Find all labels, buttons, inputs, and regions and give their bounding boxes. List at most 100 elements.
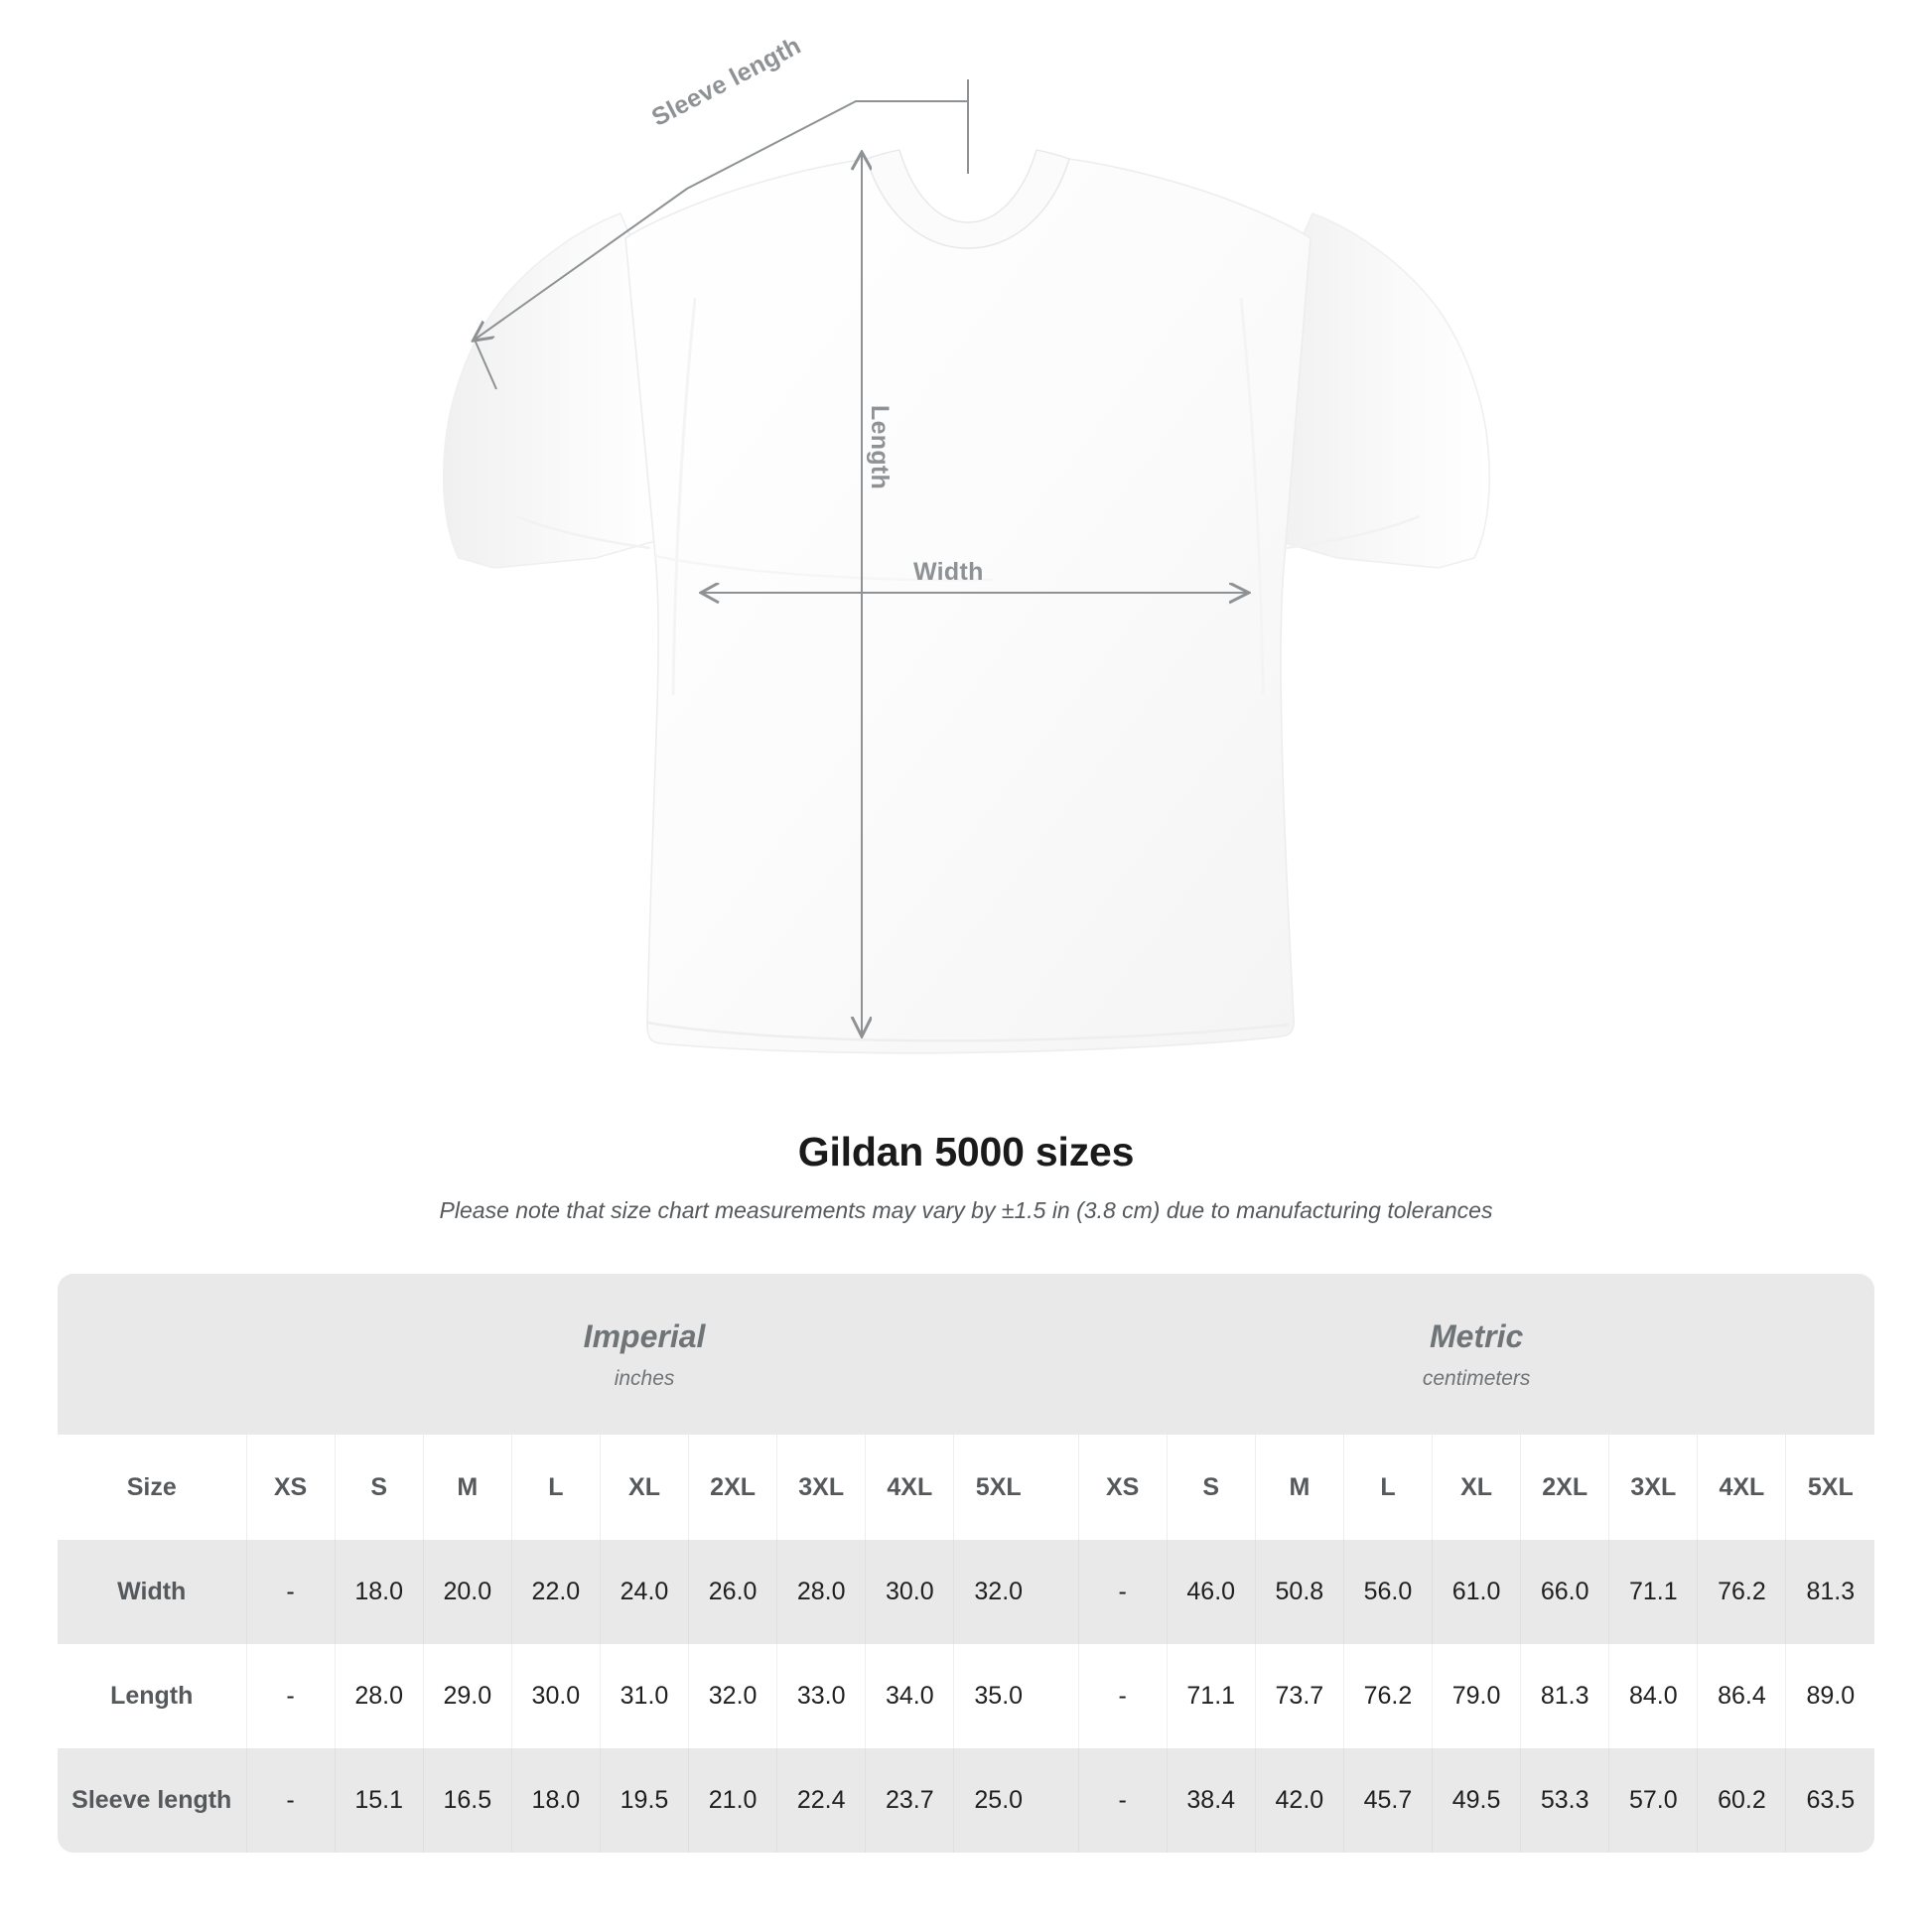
size-header-imperial-xl: XL — [599, 1435, 689, 1540]
heading-block: Gildan 5000 sizes Please note that size … — [0, 1127, 1932, 1226]
cell-imperial-2xl: 26.0 — [688, 1540, 777, 1644]
cell-imperial-xs: - — [245, 1540, 336, 1644]
size-header-row: Size XS S M L XL 2XL 3XL 4XL 5XL XS S M L XL 2XL 3XL 4XL 5… — [58, 1435, 1875, 1540]
row-gap — [1042, 1540, 1079, 1644]
table-row: Sleeve length -15.1 16.5 18.0 19.5 21.0 22.4 23… — [58, 1748, 1875, 1853]
unit-header-spacer — [58, 1274, 246, 1435]
row-label-sleeve-length: Sleeve length — [58, 1748, 246, 1853]
cell-imperial-xs: - — [245, 1748, 336, 1853]
size-header-metric-4xl: 4XL — [1697, 1435, 1786, 1540]
size-header-label: Size — [58, 1435, 246, 1540]
cell-imperial-xl: 31.0 — [599, 1644, 689, 1748]
unit-group-imperial: Imperial inches — [246, 1274, 1043, 1435]
size-header-imperial-3xl: 3XL — [776, 1435, 866, 1540]
cell-metric-3xl: 57.0 — [1608, 1748, 1698, 1853]
cell-metric-2xl: 66.0 — [1520, 1540, 1609, 1644]
cell-imperial-xl: 24.0 — [599, 1540, 689, 1644]
cell-imperial-s: 28.0 — [334, 1644, 424, 1748]
cell-metric-5xl: 89.0 — [1785, 1644, 1875, 1748]
cell-imperial-xs: - — [245, 1644, 336, 1748]
cell-metric-xs: - — [1077, 1540, 1168, 1644]
size-table: Imperial inches Metric centimeters Size XS S M L… — [58, 1274, 1875, 1853]
row-label-length: Length — [58, 1644, 246, 1748]
cell-imperial-l: 18.0 — [510, 1748, 601, 1853]
cell-imperial-2xl: 21.0 — [688, 1748, 777, 1853]
cell-imperial-m: 16.5 — [422, 1748, 512, 1853]
table-row: Width -18.0 20.0 22.0 24.0 26.0 28.0 30.0 32.0-4… — [58, 1540, 1875, 1644]
cell-imperial-2xl: 32.0 — [688, 1644, 777, 1748]
unit-group-sublabel: centimeters — [1422, 1367, 1531, 1391]
size-table-wrapper: Imperial inches Metric centimeters Size XS S M L… — [58, 1274, 1875, 1853]
size-header-imperial-m: M — [422, 1435, 512, 1540]
size-header-metric-m: M — [1254, 1435, 1344, 1540]
table-row: Length -28.0 29.0 30.0 31.0 32.0 33.0 34.0 35.0-… — [58, 1644, 1875, 1748]
cell-imperial-l: 30.0 — [510, 1644, 601, 1748]
cell-metric-5xl: 81.3 — [1785, 1540, 1875, 1644]
cell-metric-xl: 49.5 — [1432, 1748, 1521, 1853]
sleeve-length-dimension — [475, 79, 969, 390]
size-header-metric-s: S — [1166, 1435, 1256, 1540]
cell-imperial-4xl: 30.0 — [865, 1540, 954, 1644]
cell-metric-m: 42.0 — [1254, 1748, 1344, 1853]
cell-imperial-m: 29.0 — [422, 1644, 512, 1748]
page-title: Gildan 5000 sizes — [797, 1129, 1135, 1174]
unit-header-gap — [1042, 1274, 1079, 1435]
cell-imperial-3xl: 28.0 — [776, 1540, 866, 1644]
tshirt-shape — [442, 149, 1491, 1054]
cell-imperial-xl: 19.5 — [599, 1748, 689, 1853]
cell-metric-4xl: 60.2 — [1697, 1748, 1786, 1853]
size-header-gap — [1042, 1435, 1079, 1540]
size-header-metric-l: L — [1342, 1435, 1433, 1540]
cell-metric-4xl: 86.4 — [1697, 1644, 1786, 1748]
cell-metric-xs: - — [1077, 1644, 1168, 1748]
size-header-imperial-2xl: 2XL — [688, 1435, 777, 1540]
cell-metric-l: 45.7 — [1342, 1748, 1433, 1853]
unit-group-name: Imperial — [583, 1317, 706, 1354]
cell-imperial-3xl: 33.0 — [776, 1644, 866, 1748]
tolerance-note: Please note that size chart measurements… — [439, 1197, 1493, 1224]
cell-metric-xl: 61.0 — [1432, 1540, 1521, 1644]
size-header-imperial-4xl: 4XL — [865, 1435, 954, 1540]
row-gap — [1042, 1644, 1079, 1748]
cell-metric-3xl: 71.1 — [1608, 1540, 1698, 1644]
tshirt-illustration — [442, 79, 1491, 1054]
cell-metric-xl: 79.0 — [1432, 1644, 1521, 1748]
cell-metric-s: 71.1 — [1166, 1644, 1256, 1748]
cell-metric-3xl: 84.0 — [1608, 1644, 1698, 1748]
size-header-metric-3xl: 3XL — [1608, 1435, 1698, 1540]
size-header-imperial-s: S — [334, 1435, 424, 1540]
cell-metric-xs: - — [1077, 1748, 1168, 1853]
cell-imperial-4xl: 23.7 — [865, 1748, 954, 1853]
size-header-imperial-xs: XS — [245, 1435, 336, 1540]
cell-metric-2xl: 81.3 — [1520, 1644, 1609, 1748]
unit-group-sublabel: inches — [614, 1367, 675, 1391]
cell-imperial-5xl: 25.0 — [953, 1748, 1043, 1853]
tshirt-diagram: Sleeve length Length Width — [442, 32, 1491, 1054]
cell-imperial-5xl: 32.0 — [953, 1540, 1043, 1644]
cell-imperial-4xl: 34.0 — [865, 1644, 954, 1748]
cell-imperial-s: 15.1 — [334, 1748, 424, 1853]
size-header-metric-5xl: 5XL — [1785, 1435, 1875, 1540]
size-header-metric-xs: XS — [1077, 1435, 1168, 1540]
cell-metric-m: 50.8 — [1254, 1540, 1344, 1644]
row-gap — [1042, 1748, 1079, 1853]
size-header-metric-2xl: 2XL — [1520, 1435, 1609, 1540]
cell-metric-l: 56.0 — [1342, 1540, 1433, 1644]
cell-metric-s: 46.0 — [1166, 1540, 1256, 1644]
size-header-metric-xl: XL — [1432, 1435, 1521, 1540]
size-header-imperial-5xl: 5XL — [953, 1435, 1043, 1540]
cell-metric-2xl: 53.3 — [1520, 1748, 1609, 1853]
width-label: Width — [913, 558, 984, 586]
cell-imperial-5xl: 35.0 — [953, 1644, 1043, 1748]
cell-imperial-3xl: 22.4 — [776, 1748, 866, 1853]
unit-header-row: Imperial inches Metric centimeters — [58, 1274, 1875, 1435]
cell-metric-s: 38.4 — [1166, 1748, 1256, 1853]
cell-metric-m: 73.7 — [1254, 1644, 1344, 1748]
length-label: Length — [866, 405, 894, 490]
unit-group-name: Metric — [1430, 1317, 1524, 1354]
cell-metric-l: 76.2 — [1342, 1644, 1433, 1748]
size-header-imperial-l: L — [510, 1435, 601, 1540]
unit-group-metric: Metric centimeters — [1078, 1274, 1875, 1435]
cell-imperial-m: 20.0 — [422, 1540, 512, 1644]
